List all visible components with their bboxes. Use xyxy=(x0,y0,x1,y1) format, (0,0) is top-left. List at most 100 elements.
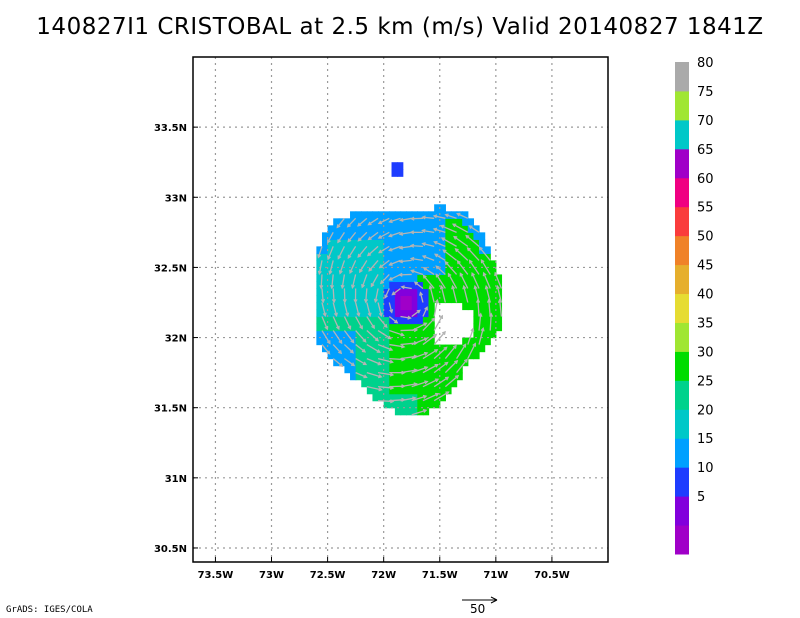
wind-cell xyxy=(355,316,362,325)
wind-cell xyxy=(389,323,396,332)
wind-vector-head xyxy=(410,216,415,221)
wind-vector-head xyxy=(391,291,396,296)
wind-cell xyxy=(422,246,430,254)
wind-cell xyxy=(378,239,385,247)
wind-vector xyxy=(359,260,368,273)
wind-cell xyxy=(439,225,446,233)
wind-vector-head xyxy=(421,242,426,247)
wind-cell xyxy=(439,204,446,212)
wind-cell xyxy=(422,225,430,233)
wind-vector-head xyxy=(480,327,485,332)
wind-cell xyxy=(316,281,323,290)
wind-cell xyxy=(406,372,413,381)
wind-vector-head xyxy=(388,233,393,238)
wind-vector xyxy=(459,273,469,289)
wind-cell xyxy=(344,323,351,332)
wind-cell xyxy=(316,323,323,332)
wind-cell xyxy=(350,302,357,311)
wind-vector-head xyxy=(451,284,456,290)
wind-cell xyxy=(417,260,424,269)
wind-vector-head xyxy=(494,271,499,277)
wind-cell xyxy=(473,232,480,240)
wind-cell xyxy=(350,316,357,325)
wind-vector-head xyxy=(378,249,383,254)
wind-vector-head xyxy=(347,238,352,243)
wind-vector xyxy=(389,217,401,223)
wind-vector-head xyxy=(444,213,449,218)
wind-cell xyxy=(383,379,390,388)
wind-cell xyxy=(439,232,446,240)
wind-vector xyxy=(378,245,390,254)
wind-cell xyxy=(450,281,458,290)
wind-vector-head xyxy=(370,283,375,288)
wind-cell xyxy=(445,281,452,290)
wind-cell xyxy=(366,232,374,240)
wind-vector-head xyxy=(434,378,440,383)
wind-cell xyxy=(394,253,402,262)
wind-vector xyxy=(321,344,331,355)
wind-cell xyxy=(467,232,475,240)
wind-cell xyxy=(394,267,402,276)
wind-vector xyxy=(321,302,326,316)
wind-cell xyxy=(400,274,407,283)
wind-cell xyxy=(422,260,430,269)
wind-cell xyxy=(445,386,452,395)
wind-cell xyxy=(422,407,430,416)
wind-vector xyxy=(343,302,349,316)
colorbar-swatch xyxy=(675,409,689,439)
wind-vector-head xyxy=(435,265,440,270)
wind-cell xyxy=(462,232,469,240)
wind-cell xyxy=(338,309,346,318)
wind-cell xyxy=(327,260,334,269)
wind-cell xyxy=(333,267,340,276)
wind-cell xyxy=(378,260,385,269)
wind-cell xyxy=(378,295,385,304)
wind-speed-field xyxy=(316,162,503,416)
wind-vector xyxy=(377,343,393,351)
wind-cell xyxy=(394,330,402,339)
wind-vector-head xyxy=(388,219,393,224)
wind-cell xyxy=(422,316,430,325)
colorbar: 5 10 15 20 25 30 35 40 45 50 55 60 65 70 75 80 xyxy=(675,56,714,555)
wind-cell xyxy=(439,218,446,226)
wind-cell xyxy=(467,253,475,262)
wind-cell xyxy=(467,274,475,283)
wind-cell xyxy=(428,295,435,304)
wind-vector xyxy=(368,217,379,226)
colorbar-swatch xyxy=(675,62,689,92)
wind-cell xyxy=(434,246,441,254)
wind-vector-head xyxy=(378,387,383,392)
wind-cell xyxy=(411,302,418,311)
wind-cell xyxy=(383,358,390,367)
wind-cell xyxy=(400,358,407,367)
wind-cell xyxy=(484,323,491,332)
wind-cell xyxy=(338,344,346,353)
wind-cell xyxy=(479,281,486,290)
wind-vector xyxy=(488,299,491,317)
wind-cell xyxy=(406,323,413,332)
wind-vector-head xyxy=(444,376,450,381)
wind-vector-head xyxy=(468,259,473,264)
wind-vector-head xyxy=(388,347,394,352)
wind-vector xyxy=(469,225,480,233)
wind-vector-head xyxy=(422,409,428,413)
wind-vector xyxy=(399,259,412,263)
wind-vector xyxy=(317,246,323,258)
wind-vector xyxy=(343,344,354,354)
wind-cell xyxy=(378,337,385,346)
wind-vector-head xyxy=(371,324,375,330)
wind-cell xyxy=(327,330,334,339)
wind-vector xyxy=(452,223,469,233)
colorbar-label: 60 xyxy=(697,172,714,187)
wind-cell xyxy=(450,372,458,381)
wind-vector-head xyxy=(350,284,356,289)
wind-cell xyxy=(490,330,497,339)
wind-cell xyxy=(394,316,402,325)
wind-cell xyxy=(434,379,441,388)
wind-vector xyxy=(422,255,435,262)
wind-vector-head xyxy=(400,285,405,290)
wind-vector-head xyxy=(398,259,404,264)
wind-vector xyxy=(379,259,390,269)
wind-vector xyxy=(357,245,368,258)
wind-cell xyxy=(456,372,463,381)
